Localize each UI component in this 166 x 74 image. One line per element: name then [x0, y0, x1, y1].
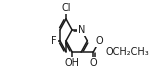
Text: OCH₂CH₃: OCH₂CH₃ — [105, 47, 149, 57]
Text: N: N — [78, 25, 85, 35]
Text: O: O — [90, 58, 97, 68]
Text: O: O — [96, 36, 103, 46]
Text: Cl: Cl — [61, 3, 71, 13]
Text: OH: OH — [65, 58, 80, 68]
Text: F: F — [51, 36, 57, 46]
